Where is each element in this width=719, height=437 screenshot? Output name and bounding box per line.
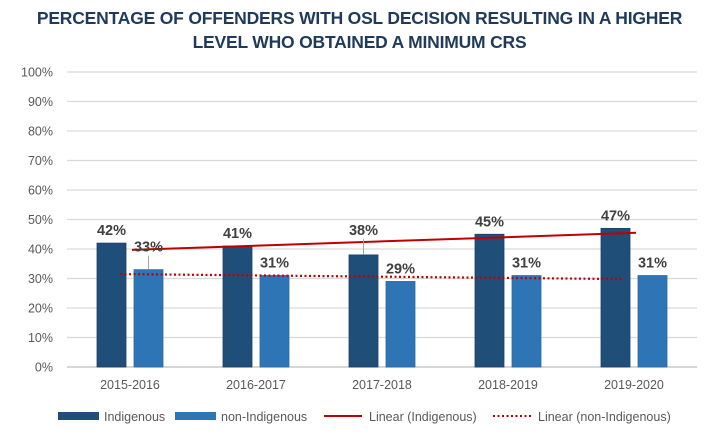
y-tick-label: 90%	[28, 95, 53, 109]
y-tick-label: 40%	[28, 243, 53, 257]
chart-title: PERCENTAGE OF OFFENDERS WITH OSL DECISIO…	[0, 6, 719, 54]
chart-title-line-2: LEVEL WHO OBTAINED A MINIMUM CRS	[192, 32, 527, 52]
bar-non-indigenous	[637, 275, 668, 368]
legend: Indigenous non-Indigenous Linear (Indigeno…	[58, 410, 671, 424]
y-tick-label: 20%	[28, 302, 53, 316]
trendline-non-indigenous	[119, 272, 625, 281]
legend-label-linear-non-indigenous: Linear (non-Indigenous)	[538, 410, 671, 424]
y-tick-label: 70%	[28, 154, 53, 168]
x-tick-label: 2016-2017	[226, 378, 286, 392]
data-label: 42%	[97, 223, 126, 239]
x-tick-label: 2019-2020	[604, 378, 664, 392]
y-tick-label: 50%	[28, 213, 53, 227]
data-label: 38%	[349, 223, 378, 239]
y-tick-label: 10%	[28, 331, 53, 345]
bar-non-indigenous	[511, 275, 542, 368]
bars	[96, 227, 668, 368]
bar-non-indigenous	[259, 275, 290, 368]
x-tick-label: 2017-2018	[352, 378, 412, 392]
data-label: 31%	[638, 256, 667, 272]
data-label: 45%	[475, 214, 504, 230]
data-labels: 42% 41% 38% 45% 47% 33% 31% 29% 31% 31%	[97, 208, 667, 277]
data-label: 33%	[134, 240, 163, 256]
bar-non-indigenous	[385, 281, 416, 368]
y-tick-label: 0%	[35, 361, 53, 375]
data-label: 47%	[601, 208, 630, 224]
y-tick-label: 60%	[28, 184, 53, 198]
bar-indigenous	[348, 254, 379, 368]
legend-swatch-indigenous	[58, 412, 99, 420]
trendlines	[119, 231, 637, 281]
data-label: 41%	[223, 226, 252, 242]
y-tick-label: 30%	[28, 272, 53, 286]
legend-label-indigenous: Indigenous	[104, 410, 165, 424]
leader-lines	[148, 238, 364, 270]
data-label: 31%	[512, 256, 541, 272]
bar-indigenous	[222, 245, 253, 368]
data-label: 31%	[260, 256, 289, 272]
bar-non-indigenous	[133, 269, 164, 368]
x-tick-label: 2018-2019	[478, 378, 538, 392]
bar-indigenous	[474, 233, 505, 368]
trendline-indigenous	[131, 231, 637, 251]
bar-indigenous	[96, 242, 127, 368]
legend-label-linear-indigenous: Linear (Indigenous)	[369, 410, 477, 424]
x-tick-label: 2015-2016	[100, 378, 160, 392]
y-tick-label: 100%	[21, 66, 53, 80]
legend-swatch-non-indigenous	[175, 412, 216, 420]
legend-label-non-indigenous: non-Indigenous	[221, 410, 307, 424]
y-tick-label: 80%	[28, 125, 53, 139]
gridlines	[67, 71, 697, 368]
data-label: 29%	[386, 261, 415, 277]
chart-title-line-1: PERCENTAGE OF OFFENDERS WITH OSL DECISIO…	[36, 8, 683, 28]
x-axis-ticks: 2015-2016 2016-2017 2017-2018 2018-2019 2019…	[100, 378, 664, 392]
bar-indigenous	[600, 227, 631, 368]
y-axis-ticks: 0% 10% 20% 30% 40% 50% 60% 70% 80% 90% 100%	[21, 66, 53, 375]
